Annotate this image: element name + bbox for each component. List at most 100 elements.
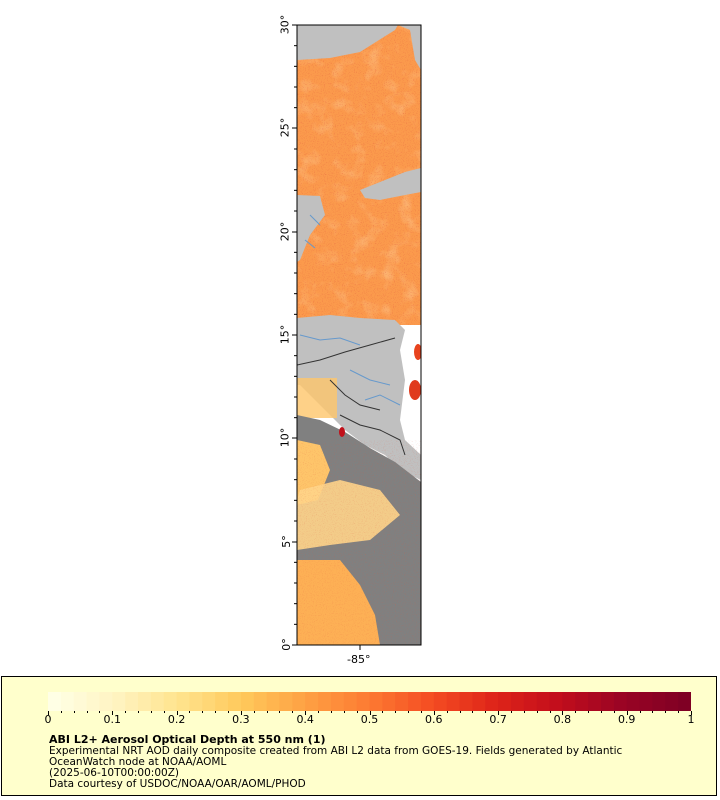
colorbar-tick [498,711,500,715]
colorbar-swatch [125,692,139,711]
colorbar-swatch [626,692,641,711]
colorbar-swatch [600,692,615,711]
colorbar-tick [536,711,538,713]
land-central-america [297,315,421,480]
colorbar-swatch [382,692,396,711]
colorbar-swatch [665,692,679,711]
colorbar-tick-label: 0.9 [617,713,636,726]
country-borders [297,337,406,456]
colorbar-swatch [446,692,461,711]
colorbar-swatch [163,692,178,711]
aod-field-mid [297,378,337,418]
colorbar-tick [202,711,204,713]
aod-map [292,24,422,650]
colorbar-tick [433,711,435,715]
colorbar-tick [665,711,667,713]
colorbar-tick [228,711,230,713]
colorbar-tick [163,711,165,713]
legend-panel: 0 0.1 0.2 0.3 0.4 0.5 0.6 0.7 0.8 0.9 1 ABI L2+ Ae… [1,676,717,796]
land-north [297,25,398,60]
colorbar-tick [408,711,410,713]
colorbar-tick-label: 0.4 [296,713,314,726]
colorbar-swatch [279,692,293,711]
colorbar-swatch [253,692,268,711]
lat-label-10: 10° [278,427,292,448]
colorbar-swatch [613,692,628,711]
colorbar-swatch [510,692,525,711]
colorbar-swatch [562,692,576,711]
colorbar-swatch [356,692,370,711]
colorbar-tick [549,711,551,713]
colorbar-swatch [472,692,486,711]
colorbar-swatch [433,692,448,711]
colorbar-tick [73,711,75,713]
colorbar-swatch [408,692,422,711]
colorbar-swatch [330,692,345,711]
colorbar-tick-label: 0.6 [425,713,443,726]
colorbar-swatch [112,692,126,711]
colorbar-tick-label: 0.5 [360,713,379,726]
legend-credit: Data courtesy of USDOC/NOAA/OAR/AOML/PHO… [49,778,306,790]
high-aod-spot-1 [409,380,421,400]
lat-label-15: 15° [278,324,292,345]
colorbar-swatch [318,692,332,711]
land-yucatan [297,195,325,262]
colorbar-tick [382,711,384,713]
colorbar-tick-label: 0 [44,713,52,726]
colorbar-tick-label: 0.8 [553,713,572,726]
colorbar-swatch [420,692,435,711]
colorbar-tick [485,711,487,713]
colorbar-swatch [652,692,666,711]
colorbar-tick [562,711,564,715]
legend-date: (2025-06-10T00:00:00Z) [49,767,179,779]
high-aod-spot-3 [339,427,345,437]
colorbar-tick [446,711,448,713]
colorbar-swatch [292,692,306,711]
colorbar-swatch [678,692,691,711]
colorbar-tick [305,711,307,715]
rivers [299,214,401,406]
lat-label-0: 0° [279,638,293,651]
colorbar-swatch [459,692,473,711]
colorbar-swatch [536,692,551,711]
colorbar-tick [588,711,590,713]
colorbar-tick [652,711,654,713]
colorbar-tick [125,711,127,713]
colorbar-tick [510,711,512,713]
colorbar-swatch [86,692,100,711]
colorbar-tick [253,711,255,713]
colorbar-swatch [60,692,75,711]
colorbar-tick [150,711,152,713]
colorbar-swatch [176,692,190,711]
colorbar-tick-label: 0.7 [489,713,507,726]
colorbar-tick-label: 0.1 [103,713,122,726]
colorbar-tick [176,711,178,715]
colorbar-swatch [639,692,653,711]
colorbar-tick [86,711,88,713]
colorbar-tick [279,711,281,713]
colorbar-swatch [99,692,113,711]
colorbar-swatch [240,692,255,711]
colorbar-swatch [485,692,499,711]
colorbar-tick [112,711,114,715]
colorbar-tick [292,711,294,713]
colorbar-tick [600,711,602,713]
land-cuba [360,168,421,200]
colorbar-swatch [523,692,538,711]
aod-colorbar [48,692,691,711]
lat-label-20: 20° [278,221,292,242]
colorbar-swatch [588,692,602,711]
colorbar-tick [60,711,62,713]
map-figure: 30° 25° 20° 15° 10° 5° 0° -85° [278,15,422,666]
colorbar-swatch [73,692,88,711]
colorbar-swatch [215,692,229,711]
colorbar-swatch [498,692,512,711]
colorbar-tick [575,711,577,713]
colorbar-swatch [150,692,165,711]
lat-label-25: 25° [278,117,292,138]
colorbar-tick [330,711,332,713]
colorbar-tick [691,711,692,715]
colorbar-swatch [575,692,589,711]
colorbar-tick [266,711,268,713]
legend-title: ABI L2+ Aerosol Optical Depth at 550 nm … [49,733,326,746]
